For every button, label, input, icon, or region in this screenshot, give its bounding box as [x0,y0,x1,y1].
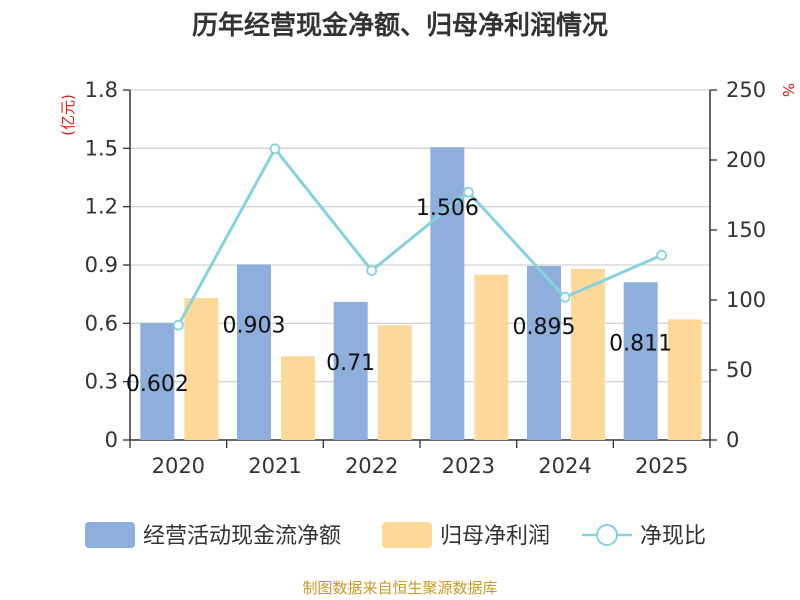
cash-flow-data-label: 0.903 [223,313,286,338]
cash-flow-bar[interactable] [430,147,465,440]
right-axis-tick-label: 0 [726,428,739,452]
right-axis-unit: % [779,83,797,97]
x-axis-label: 2024 [538,454,591,478]
ratio-line-path [177,146,663,326]
x-axis-label: 2020 [152,454,205,478]
ratio-point[interactable] [462,186,474,198]
right-axis-tick-label: 150 [726,218,766,242]
left-axis-tick-label: 0.3 [85,370,118,394]
net-profit-bar[interactable] [474,274,509,440]
source-note: 制图数据来自恒生聚源数据库 [302,579,497,597]
net-profit-bar[interactable] [184,298,219,440]
ratio-line [172,143,668,331]
cash-flow-bar[interactable] [527,265,561,440]
net-profit-bar[interactable] [281,356,315,440]
ratio-point[interactable] [559,291,571,303]
gridlines [130,89,710,383]
ratio-point[interactable] [366,265,378,277]
legend-swatch-cash-flow[interactable] [85,522,135,548]
x-axis-label: 2023 [442,454,495,478]
left-axis-tick-label: 1.8 [85,78,118,102]
data-labels: 0.602 0.903 0.71 1.506 0.895 0.811 [126,196,672,397]
cash-flow-bar[interactable] [140,322,175,440]
x-axis-label: 2022 [345,454,398,478]
legend-swatch-net-profit[interactable] [382,522,432,548]
right-axis-tick-label: 50 [726,358,753,382]
cash-flow-data-label: 0.71 [326,351,375,376]
x-axis-label: 2025 [635,454,688,478]
x-axis-label: 2021 [248,454,301,478]
left-axis-tick-label: 0.6 [85,311,118,335]
legend-label-net-profit[interactable]: 归母净利润 [440,524,550,549]
left-axis-tick-label: 0 [105,428,118,452]
legend-label-ratio[interactable]: 净现比 [640,524,706,549]
left-axis-tick-label: 1.5 [85,136,118,160]
ratio-point[interactable] [656,249,668,261]
right-axis-tick-label: 250 [726,78,766,102]
net-profit-bar[interactable] [377,325,412,440]
ratio-point[interactable] [172,319,184,331]
cash-flow-data-label: 1.506 [416,196,479,221]
left-axis-tick-label: 1.2 [85,195,118,219]
net-profit-bar[interactable] [571,268,605,440]
chart-title: 历年经营现金净额、归母净利润情况 [192,10,608,41]
ratio-point[interactable] [269,143,281,155]
legend-marker-ratio[interactable] [596,524,618,546]
cash-flow-bar[interactable] [333,301,368,440]
cash-flow-bar[interactable] [623,282,658,440]
left-axis-tick-label: 0.9 [85,253,118,277]
right-axis-tick-label: 100 [726,288,766,312]
bars [140,147,702,440]
axes: 0 0.3 0.6 0.9 1.2 1.5 1.8 0 50 100 150 200 250 (亿元)% 2… [59,78,797,478]
net-profit-bar[interactable] [667,319,702,440]
cash-flow-data-label: 0.811 [609,331,672,356]
cash-flow-bar[interactable] [237,264,271,440]
cash-flow-data-label: 0.602 [126,372,189,397]
right-axis-tick-label: 200 [726,148,766,172]
left-axis-unit: (亿元) [59,94,77,136]
legend[interactable]: 经营活动现金流净额 归母净利润 净现比 [85,522,706,549]
legend-label-cash-flow[interactable]: 经营活动现金流净额 [143,524,341,549]
cash-flow-data-label: 0.895 [513,315,576,340]
